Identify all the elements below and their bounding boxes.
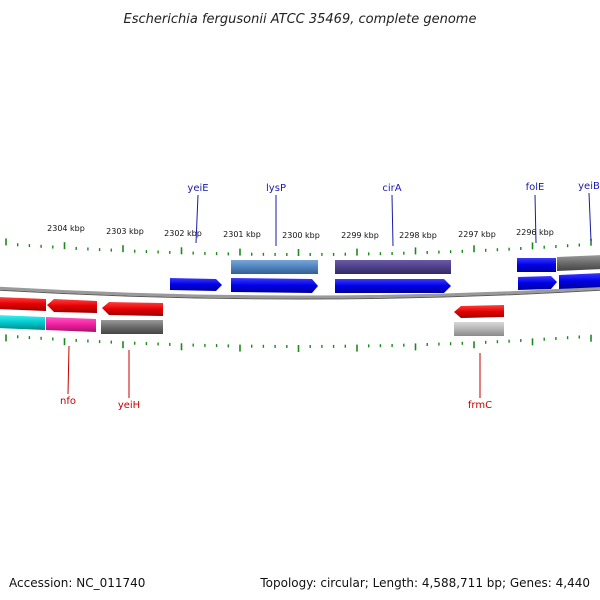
- gene-box[interactable]: [101, 320, 163, 334]
- ruler-bottom: [5, 334, 592, 352]
- gene-feature[interactable]: [170, 278, 222, 291]
- gene-label-yeiE: yeiE: [187, 183, 208, 194]
- kbp-label: 2296 kbp: [516, 228, 554, 237]
- gene-box[interactable]: [0, 315, 45, 330]
- gene-label-nfo: nfo: [60, 396, 76, 407]
- gene-box[interactable]: [454, 322, 504, 336]
- kbp-label: 2303 kbp: [106, 227, 144, 236]
- genome-backbone: [0, 286, 600, 299]
- gene-feature[interactable]: [0, 297, 46, 311]
- gene-label-yeiB: yeiB: [578, 181, 600, 192]
- gene-feature[interactable]: [335, 279, 451, 293]
- gene-box[interactable]: [557, 255, 600, 271]
- gene-feature[interactable]: [559, 273, 600, 289]
- gene-label-frmC: frmC: [468, 400, 492, 411]
- gene-feature[interactable]: [102, 302, 163, 316]
- gene-box[interactable]: [517, 258, 556, 272]
- kbp-label: 2297 kbp: [458, 230, 496, 239]
- gene-feature[interactable]: [454, 305, 504, 318]
- gene-feature[interactable]: [518, 276, 557, 290]
- kbp-label: 2304 kbp: [47, 224, 85, 233]
- kbp-label: 2299 kbp: [341, 231, 379, 240]
- map-title: Escherichia fergusonii ATCC 35469, compl…: [124, 12, 477, 27]
- gene-label-yeiH: yeiH: [118, 400, 140, 411]
- gene-label-lysP: lysP: [266, 183, 286, 194]
- forward-strand: [170, 255, 600, 293]
- kbp-label: 2300 kbp: [282, 231, 320, 240]
- gene-feature[interactable]: [231, 278, 318, 293]
- ruler-top: [5, 238, 592, 256]
- accession-text: Accession: NC_011740: [9, 576, 146, 590]
- kbp-label: 2302 kbp: [164, 229, 202, 238]
- genome-backbone-shade: [0, 289, 600, 300]
- kbp-label: 2298 kbp: [399, 231, 437, 240]
- reverse-strand: [0, 297, 504, 336]
- gene-feature[interactable]: [47, 299, 97, 313]
- kbp-labels: 2304 kbp 2303 kbp 2302 kbp 2301 kbp 2300…: [47, 224, 554, 240]
- gene-label-folE: folE: [526, 182, 545, 193]
- gene-label-cirA: cirA: [382, 183, 401, 194]
- gene-box[interactable]: [335, 260, 451, 274]
- gene-leaders: [67, 192, 592, 398]
- gene-labels: yeiE lysP cirA folE yeiB nfo yeiH frmC: [60, 181, 600, 411]
- gene-box[interactable]: [231, 260, 318, 274]
- kbp-label: 2301 kbp: [223, 230, 261, 239]
- gene-box[interactable]: [46, 317, 96, 332]
- topology-text: Topology: circular; Length: 4,588,711 bp…: [260, 576, 590, 590]
